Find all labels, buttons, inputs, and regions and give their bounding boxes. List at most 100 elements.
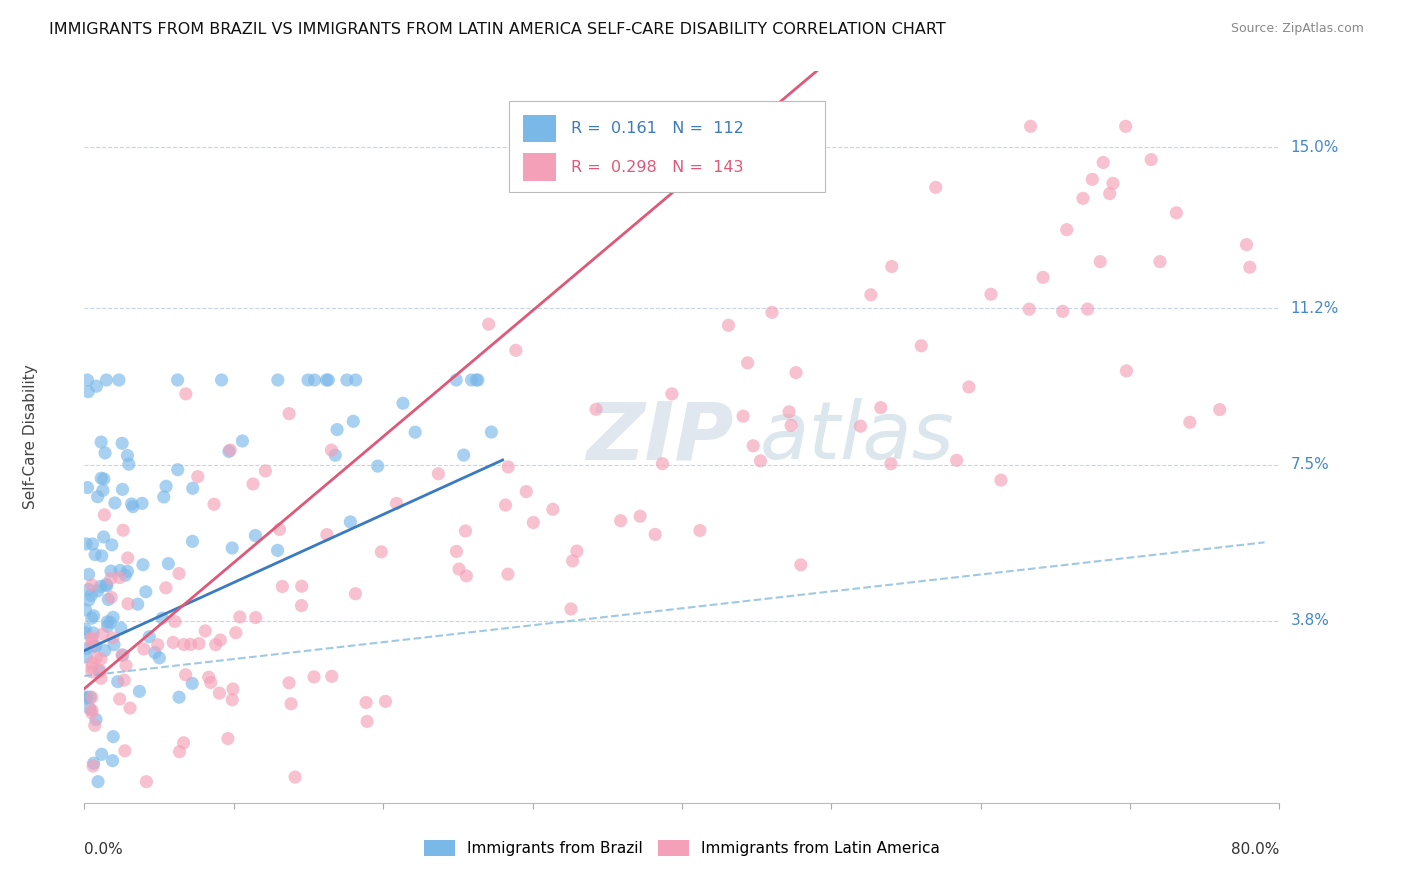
Point <box>945 453 967 467</box>
Point <box>651 457 673 471</box>
Point <box>1019 120 1042 134</box>
Point <box>370 545 392 559</box>
Point <box>98 615 121 630</box>
Point <box>859 287 882 301</box>
Point <box>75 603 97 617</box>
Point <box>114 568 136 582</box>
Point <box>385 496 408 510</box>
Point <box>166 463 188 477</box>
Point <box>93 472 115 486</box>
Point <box>456 569 478 583</box>
Point <box>505 343 527 358</box>
Point <box>90 549 112 563</box>
Point <box>117 551 139 566</box>
Point <box>1098 186 1121 201</box>
Point <box>90 471 112 485</box>
Point <box>146 638 169 652</box>
Point <box>344 587 367 601</box>
Point <box>173 638 195 652</box>
Point <box>1052 304 1074 318</box>
Point <box>181 676 204 690</box>
Point <box>515 484 537 499</box>
Point <box>280 697 302 711</box>
Point <box>155 479 177 493</box>
Point <box>101 631 124 645</box>
Point <box>82 537 104 551</box>
Point <box>82 640 104 654</box>
Point <box>101 538 124 552</box>
Point <box>444 373 467 387</box>
Point <box>231 434 253 448</box>
Point <box>267 373 290 387</box>
Point <box>86 379 108 393</box>
Point <box>478 317 501 331</box>
Point <box>1018 302 1040 317</box>
Point <box>733 409 755 424</box>
Point <box>167 566 190 581</box>
Point <box>82 626 104 640</box>
Point <box>108 570 131 584</box>
Point <box>321 669 343 683</box>
Point <box>91 627 114 641</box>
Point <box>84 713 107 727</box>
Point <box>1077 301 1099 316</box>
Point <box>221 541 243 555</box>
Point <box>869 401 891 415</box>
Point <box>849 419 872 434</box>
Point <box>80 703 103 717</box>
Point <box>111 648 134 662</box>
Point <box>315 527 337 541</box>
Text: 0.0%: 0.0% <box>84 842 124 856</box>
Point <box>174 387 197 401</box>
Point <box>111 648 134 662</box>
Point <box>245 528 267 542</box>
Point <box>392 396 415 410</box>
Point <box>135 584 157 599</box>
Point <box>188 637 211 651</box>
Point <box>880 260 903 274</box>
Point <box>94 446 117 460</box>
Text: atlas: atlas <box>759 398 955 476</box>
Point <box>204 638 226 652</box>
Point <box>245 610 267 624</box>
Point <box>644 527 666 541</box>
Point <box>84 639 107 653</box>
Point <box>86 490 108 504</box>
Point <box>339 515 361 529</box>
Point <box>115 658 138 673</box>
Point <box>75 641 97 656</box>
Point <box>479 425 502 439</box>
Point <box>356 714 378 729</box>
Point <box>211 373 233 387</box>
Point <box>1071 191 1094 205</box>
Point <box>112 523 135 537</box>
Point <box>96 615 118 629</box>
Point <box>208 686 231 700</box>
Point <box>1149 254 1171 268</box>
Point <box>80 690 103 705</box>
Point <box>1115 120 1137 134</box>
Point <box>496 567 519 582</box>
Point <box>790 558 813 572</box>
Point <box>427 467 450 481</box>
Point <box>89 579 111 593</box>
Point <box>131 496 153 510</box>
Point <box>404 425 426 439</box>
Point <box>80 588 103 602</box>
Point <box>354 696 377 710</box>
Text: ZIP: ZIP <box>586 398 734 476</box>
Point <box>194 624 217 638</box>
Point <box>75 691 97 706</box>
Point <box>173 736 195 750</box>
Point <box>80 631 103 645</box>
Text: R =  0.161   N =  112: R = 0.161 N = 112 <box>571 121 744 136</box>
Point <box>565 544 588 558</box>
Point <box>104 496 127 510</box>
Point <box>73 625 96 640</box>
Point <box>75 537 97 551</box>
Point <box>541 502 564 516</box>
Point <box>778 405 800 419</box>
Point <box>291 579 314 593</box>
Point <box>749 454 772 468</box>
Point <box>266 543 288 558</box>
